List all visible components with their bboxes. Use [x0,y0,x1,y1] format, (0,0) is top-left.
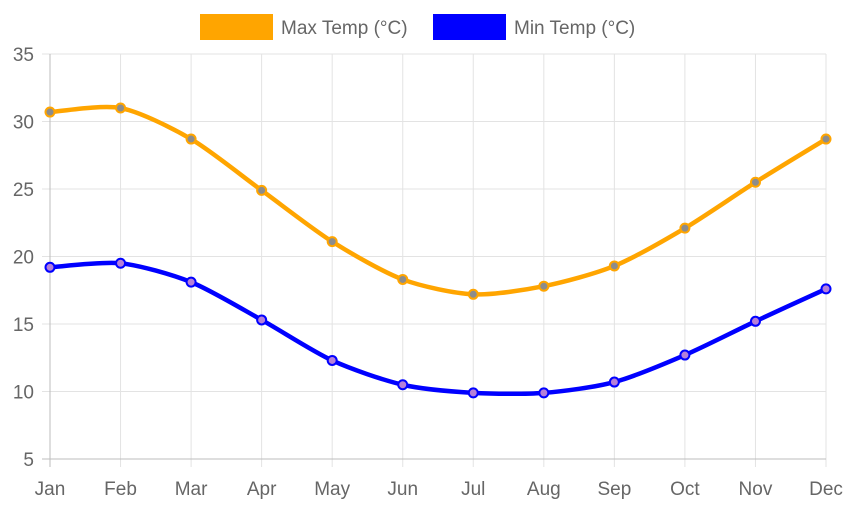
chart-legend: Max Temp (°C) Min Temp (°C) [200,14,635,40]
data-point-max-temp[interactable] [749,176,761,188]
data-point-min-temp[interactable] [538,387,550,399]
data-point-max-temp[interactable] [44,106,56,118]
data-point-min-temp[interactable] [326,354,338,366]
x-tick-label: Apr [247,479,277,500]
y-axis-tick-labels: 5 10 15 20 25 30 35 [13,45,34,471]
grid [42,53,827,467]
y-tick-label: 20 [13,248,34,269]
y-tick-label: 5 [23,450,34,471]
data-point-min-temp[interactable] [679,349,691,361]
y-tick-label: 35 [13,45,34,66]
series-line-min-temp[interactable] [47,260,829,397]
data-point-max-temp[interactable] [185,133,197,145]
data-point-max-temp[interactable] [256,184,268,196]
y-tick-label: 10 [13,383,34,404]
x-axis-tick-labels: Jan Feb Mar Apr May Jun Jul Aug Sep Oct Nov Dec [35,479,843,500]
data-point-max-temp[interactable] [608,260,620,272]
legend-label-min-temp[interactable]: Min Temp (°C) [514,18,635,39]
x-tick-label: Jun [387,479,418,500]
data-point-min-temp[interactable] [749,315,761,327]
series-line-max-temp[interactable] [47,104,829,297]
data-point-max-temp[interactable] [820,133,832,145]
data-point-min-temp[interactable] [467,387,479,399]
x-tick-label: Aug [527,479,561,500]
data-point-max-temp[interactable] [679,222,691,234]
data-point-min-temp[interactable] [397,379,409,391]
axes [42,54,826,467]
legend-label-max-temp[interactable]: Max Temp (°C) [281,18,408,39]
data-point-max-temp[interactable] [115,102,127,114]
data-point-min-temp[interactable] [608,376,620,388]
y-tick-label: 25 [13,180,34,201]
data-point-min-temp[interactable] [185,276,197,288]
x-tick-label: Feb [104,479,137,500]
x-tick-label: Jul [461,479,485,500]
series-group [44,102,832,399]
x-tick-label: Dec [809,479,843,500]
data-point-min-temp[interactable] [256,314,268,326]
data-point-min-temp[interactable] [44,261,56,273]
x-tick-label: Mar [175,479,208,500]
data-point-max-temp[interactable] [326,236,338,248]
x-tick-label: Nov [739,479,773,500]
x-tick-label: May [314,479,350,500]
data-point-max-temp[interactable] [538,280,550,292]
legend-swatch-min-temp[interactable] [433,14,506,40]
data-point-min-temp[interactable] [820,283,832,295]
y-tick-label: 15 [13,315,34,336]
x-tick-label: Oct [670,479,700,500]
data-point-min-temp[interactable] [115,257,127,269]
y-tick-label: 30 [13,113,34,134]
x-tick-label: Sep [597,479,631,500]
data-point-max-temp[interactable] [467,288,479,300]
data-point-max-temp[interactable] [397,273,409,285]
x-tick-label: Jan [35,479,66,500]
legend-swatch-max-temp[interactable] [200,14,273,40]
